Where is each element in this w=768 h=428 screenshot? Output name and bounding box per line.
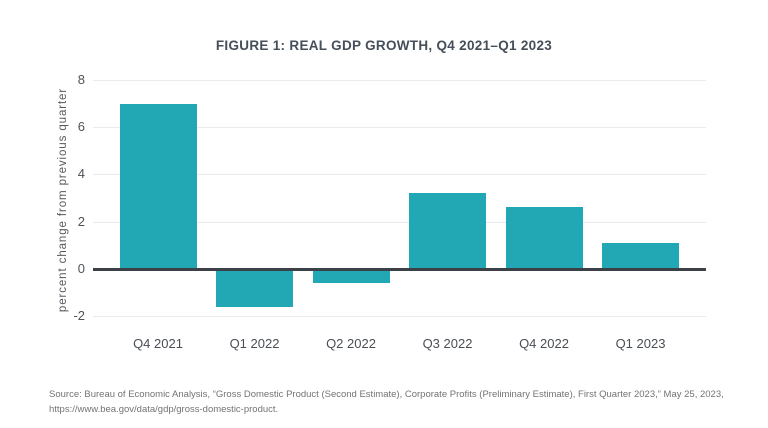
y-tick-label-0: 0 [77,260,85,276]
gridline-y-8 [93,80,706,81]
figure-title: FIGURE 1: REAL GDP GROWTH, Q4 2021–Q1 20… [215,38,553,53]
bar-q4-2021 [119,103,197,269]
gridline-y--2 [93,316,706,317]
bar-q1-2022 [216,268,293,307]
x-tick-label-q1-2023: Q1 2023 [615,336,666,351]
y-tick-label-6: 6 [77,119,85,135]
bar-q3-2022 [409,193,486,269]
x-tick-label-q3-2022: Q3 2022 [422,336,473,351]
gridline-y-6 [93,127,706,129]
source-line-1: Source: Bureau of Economic Analysis, “Gr… [49,389,724,400]
y-tick-label-4: 4 [77,166,85,182]
y-tick-label-8: 8 [77,72,85,87]
source-note: Source: Bureau of Economic Analysis, “Gr… [49,387,724,417]
gridline-y-2 [93,221,706,223]
bar-q1-2023 [602,242,679,269]
x-tick-label-q2-2022: Q2 2022 [326,336,376,351]
x-tick-label-q1-2022: Q1 2022 [229,336,280,351]
y-tick-label--2: -2 [73,308,85,323]
bar-q2-2022 [312,268,390,283]
y-tick-label-2: 2 [77,213,85,229]
zero-axis-line [93,267,706,271]
plot-area: 8 6 4 2 0 -2 Q4 2021 Q1 2022 Q2 2022 Q3 2022 Q4 20… [73,72,706,351]
bar-q4-2022 [505,207,583,269]
x-tick-label-q4-2021: Q4 2021 [133,336,183,351]
x-tick-label-q4-2022: Q4 2022 [519,336,569,351]
gridline-y-4 [93,174,706,176]
source-line-2: https://www.bea.gov/data/gdp/gross-domes… [49,404,279,415]
